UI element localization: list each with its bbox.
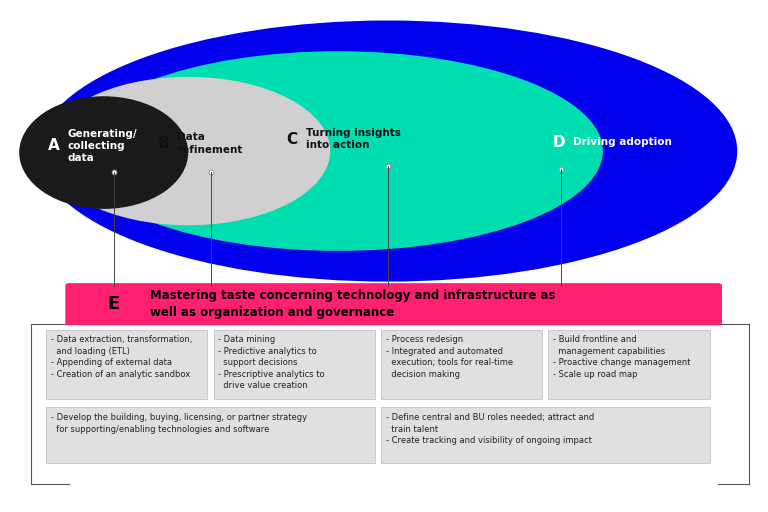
- Text: - Develop the building, buying, licensing, or partner strategy
  for supporting/: - Develop the building, buying, licensin…: [51, 413, 306, 434]
- Ellipse shape: [73, 51, 603, 251]
- Text: B: B: [157, 136, 169, 151]
- Text: - Define central and BU roles needed; attract and
  train talent
- Create tracki: - Define central and BU roles needed; at…: [386, 413, 594, 445]
- Text: - Process redesign
- Integrated and automated
  execution; tools for real-time
 : - Process redesign - Integrated and auto…: [386, 335, 513, 379]
- Text: - Build frontline and
  management capabilities
- Proactive change management
- : - Build frontline and management capabil…: [553, 335, 690, 379]
- Bar: [548, 330, 710, 399]
- Text: Data
refinement: Data refinement: [177, 132, 243, 155]
- Text: - Data extraction, transformation,
  and loading (ETL)
- Appending of external d: - Data extraction, transformation, and l…: [51, 335, 192, 379]
- Text: E: E: [108, 295, 120, 313]
- Text: D: D: [553, 135, 565, 150]
- Text: - Data mining
- Predictive analytics to
  support decisions
- Prescriptive analy: - Data mining - Predictive analytics to …: [218, 335, 325, 390]
- Text: C: C: [286, 132, 297, 147]
- Text: A: A: [48, 138, 59, 154]
- Text: Mastering taste concerning technology and infrastructure as
well as organization: Mastering taste concerning technology an…: [150, 289, 555, 319]
- Text: Turning insights
into action: Turning insights into action: [306, 128, 402, 151]
- Bar: [46, 407, 375, 463]
- Bar: [46, 330, 207, 399]
- Ellipse shape: [38, 20, 737, 282]
- Bar: [214, 330, 375, 399]
- Ellipse shape: [19, 96, 188, 209]
- Ellipse shape: [46, 77, 330, 225]
- FancyBboxPatch shape: [65, 283, 722, 325]
- Text: Generating/
collecting
data: Generating/ collecting data: [68, 129, 137, 163]
- Bar: [381, 330, 542, 399]
- Text: Driving adoption: Driving adoption: [573, 137, 672, 147]
- Bar: [381, 407, 710, 463]
